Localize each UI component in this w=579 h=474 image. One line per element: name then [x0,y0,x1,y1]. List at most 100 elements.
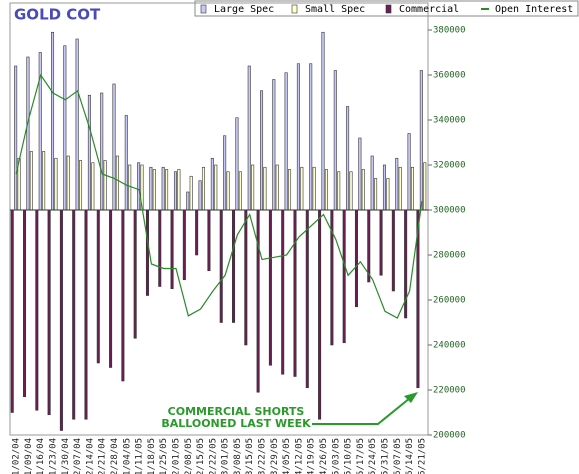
y2-tick-label: 240000 [433,341,466,351]
bar [115,155,119,211]
y2-tick-label: 360000 [433,71,466,81]
bar [260,90,264,211]
bar [173,171,177,211]
bar [14,65,18,211]
x-tick-label: 11/02/04 [12,438,22,474]
bar [358,137,362,211]
bar [300,166,304,211]
x-tick-label: 05/10/05 [344,438,354,474]
bar [207,209,211,272]
x-tick-label: 11/23/04 [49,438,59,474]
x-tick-label: 05/03/05 [331,438,341,474]
bar [189,175,193,211]
annotation-text: COMMERCIAL SHORTS [168,405,305,418]
bar [23,209,27,398]
x-tick-label: 04/26/05 [319,438,329,474]
bar [10,209,14,413]
bar [333,70,337,211]
bar [177,169,181,211]
bar [398,166,402,211]
bar [87,94,91,211]
bar [42,151,46,211]
bar [342,209,346,344]
bar [423,162,427,211]
y2-tick-label: 220000 [433,386,466,396]
line-series [15,73,423,319]
bar [103,160,107,211]
y2-tick-label: 380000 [433,26,466,36]
x-tick-label: 03/22/05 [258,438,268,474]
bar [201,166,205,211]
x-tick-label: 11/30/04 [61,438,71,474]
bar [84,209,88,420]
x-tick-label: 01/04/05 [122,438,132,474]
bar [312,166,316,211]
bar [324,169,328,211]
bar [158,209,162,287]
legend-label: Large Spec [214,4,274,15]
bar [133,209,137,339]
bar [170,209,174,290]
bar [112,83,116,211]
x-tick-label: 01/18/05 [147,438,157,474]
bar [66,155,70,211]
bar [149,166,153,211]
bar [288,169,292,211]
bar [263,166,267,211]
bar [391,209,395,292]
annotation-arrow [312,397,411,425]
bar [214,164,218,211]
annotation: COMMERCIAL SHORTS BALLOONED LAST WEEK [161,392,418,430]
bar [251,164,255,211]
x-tick-label: 12/07/04 [73,438,83,474]
y2-tick-label: 280000 [433,251,466,261]
bar [370,155,374,211]
bar [121,209,125,382]
bar [293,209,297,377]
bar [54,157,58,211]
bar [226,171,230,211]
bar [284,72,288,211]
bar [59,209,63,431]
bar [244,209,248,346]
bar [152,169,156,211]
x-tick-label: 06/14/05 [405,438,415,474]
x-tick-label: 11/09/04 [24,438,34,474]
bar [349,171,353,211]
legend-label: Small Spec [305,4,365,15]
bar [35,209,39,411]
bar [309,63,313,211]
x-tick-label: 02/15/05 [196,438,206,474]
bar [247,65,251,211]
bar [109,209,113,368]
x-tick-label: 02/01/05 [171,438,181,474]
bar [223,135,227,211]
x-tick-label: 03/29/05 [270,438,280,474]
chart-title: GOLD COT [14,6,101,24]
bar [361,169,365,211]
bar [272,79,276,211]
bar [379,209,383,276]
legend-label: Commercial [399,4,459,15]
x-tick-label: 03/08/05 [233,438,243,474]
bar [395,157,399,211]
bar [51,31,55,211]
x-tick-label: 03/15/05 [245,438,255,474]
y2-tick-label: 260000 [433,296,466,306]
arrow-head [404,392,418,403]
x-tick-label: 05/31/05 [380,438,390,474]
bar [410,166,414,211]
bar [219,209,223,323]
x-tick-label: 06/21/05 [417,438,427,474]
annotation-text: BALLOONED LAST WEEK [161,417,311,430]
x-tick-label: 12/14/04 [85,438,95,474]
bar [145,209,149,296]
bar [318,209,322,420]
plot-frame [9,2,429,436]
bar [29,151,33,211]
bar [165,169,169,211]
bar [337,171,341,211]
bar [79,160,83,211]
bar [386,178,390,211]
